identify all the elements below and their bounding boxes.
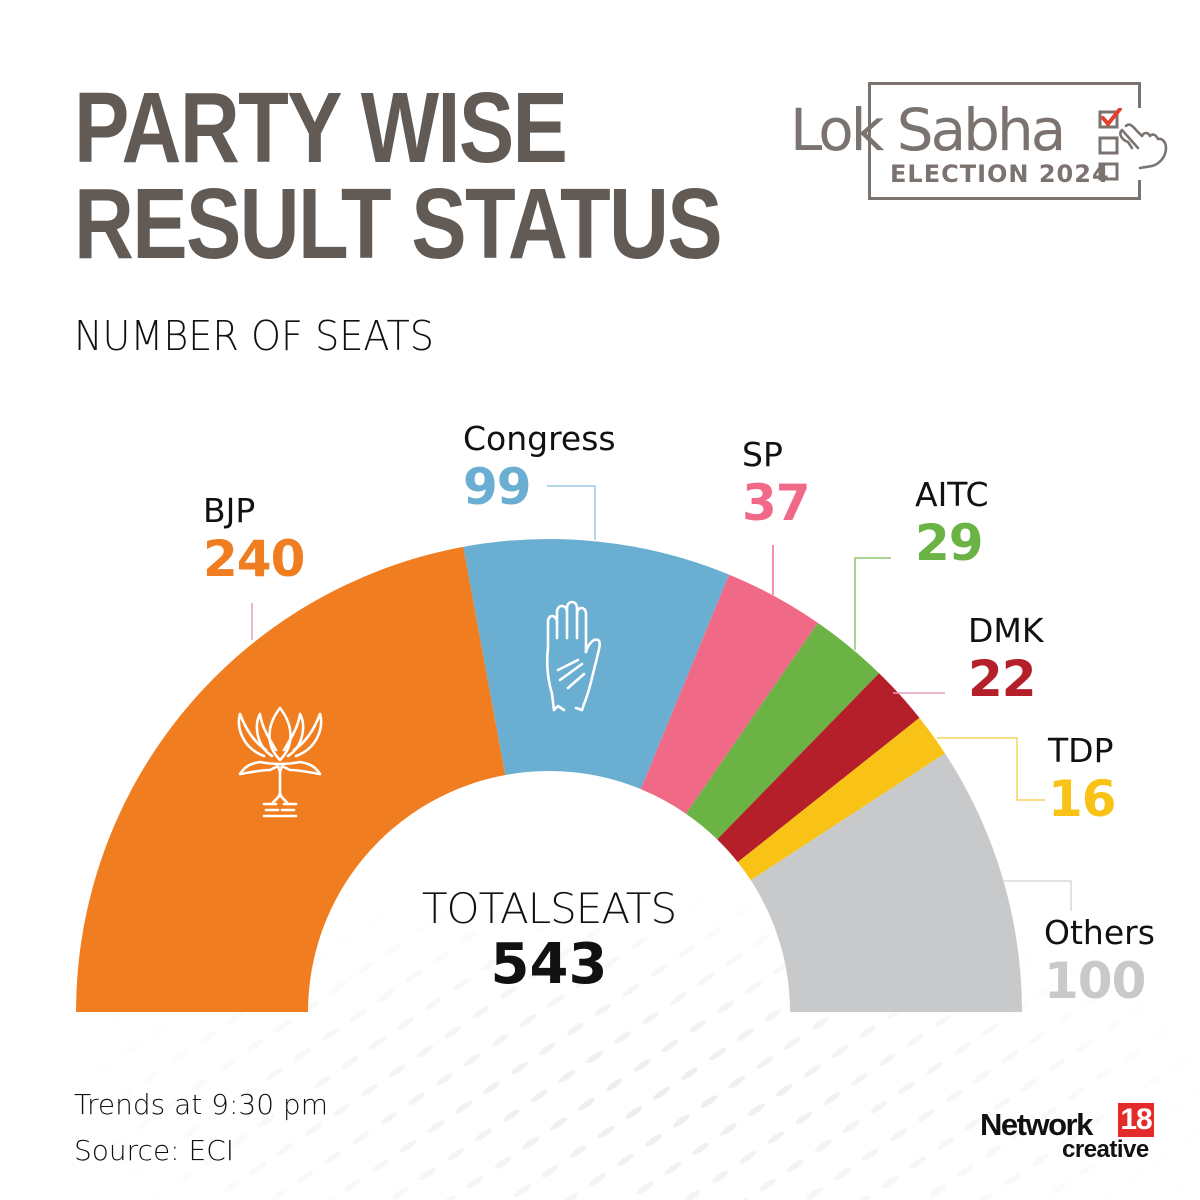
trends-time: Trends at 9:30 pm xyxy=(74,1088,328,1121)
seat-count: 16 xyxy=(1048,770,1117,828)
party-name: BJP xyxy=(203,491,256,530)
label-sp: SP 37 xyxy=(742,435,811,533)
label-bjp: BJP 240 xyxy=(203,491,305,589)
party-name: DMK xyxy=(968,611,1044,650)
title-line-2: RESULT STATUS xyxy=(74,168,723,280)
label-others: Others 100 xyxy=(1044,913,1155,1011)
chart-subtitle: NUMBER OF SEATS xyxy=(74,312,434,360)
seat-count: 99 xyxy=(463,458,532,516)
leader-line-aitc xyxy=(854,557,891,650)
label-congress: Congress 99 xyxy=(463,419,616,517)
leader-lines xyxy=(251,485,1072,911)
hand-icon xyxy=(545,600,601,712)
footnote: Trends at 9:30 pm Source: ECI xyxy=(74,1082,328,1174)
logo-subtitle: ELECTION 2024 xyxy=(890,160,1110,188)
logo-frame xyxy=(868,82,1138,200)
segment-dmk xyxy=(717,673,920,863)
brand-tagline: creative xyxy=(1062,1136,1149,1163)
brand-name: Network xyxy=(980,1107,1093,1142)
seat-count: 240 xyxy=(203,530,305,588)
segment-bjp xyxy=(76,546,506,1012)
seat-count: 29 xyxy=(915,514,984,572)
title-line-1: PARTY WISE xyxy=(74,72,568,184)
leader-line-congress xyxy=(547,485,596,540)
brand-number-badge: 18 xyxy=(1118,1103,1154,1137)
segment-sp xyxy=(640,574,818,814)
total-seats: TOTALSEATS 543 xyxy=(421,884,677,997)
logo-frame-edge xyxy=(1138,82,1141,108)
party-name: AITC xyxy=(915,475,989,514)
party-name: Congress xyxy=(463,419,616,458)
chart-segments xyxy=(76,539,1022,1012)
total-seats-label: TOTALSEATS xyxy=(421,884,677,933)
logo-frame-edge xyxy=(1138,180,1141,200)
party-name: SP xyxy=(742,435,783,474)
network18-creative-logo: Network 18 creative xyxy=(980,1103,1160,1165)
party-name: TDP xyxy=(1048,731,1114,770)
seat-count: 100 xyxy=(1044,952,1146,1010)
lok-sabha-logo: Lok Sabha ELECTION 2024 xyxy=(786,82,1176,208)
seat-count: 22 xyxy=(968,650,1037,708)
label-dmk: DMK 22 xyxy=(968,611,1044,709)
segment-others xyxy=(750,753,1022,1012)
segment-aitc xyxy=(685,622,880,840)
seat-count: 37 xyxy=(742,474,811,532)
label-aitc: AITC 29 xyxy=(915,475,989,573)
ballot-checkbox-hand-icon xyxy=(1098,108,1168,181)
logo-title: Lok Sabha xyxy=(790,96,1066,164)
party-name: Others xyxy=(1044,913,1155,952)
segment-tdp xyxy=(737,717,946,881)
total-seats-value: 543 xyxy=(490,932,608,997)
leader-line-others xyxy=(1003,880,1072,911)
label-tdp: TDP 16 xyxy=(1048,731,1117,829)
lotus-icon xyxy=(237,706,323,818)
leader-line-tdp xyxy=(937,737,1045,801)
page-title: PARTY WISE RESULT STATUS xyxy=(74,72,723,280)
source: Source: ECI xyxy=(74,1134,235,1167)
